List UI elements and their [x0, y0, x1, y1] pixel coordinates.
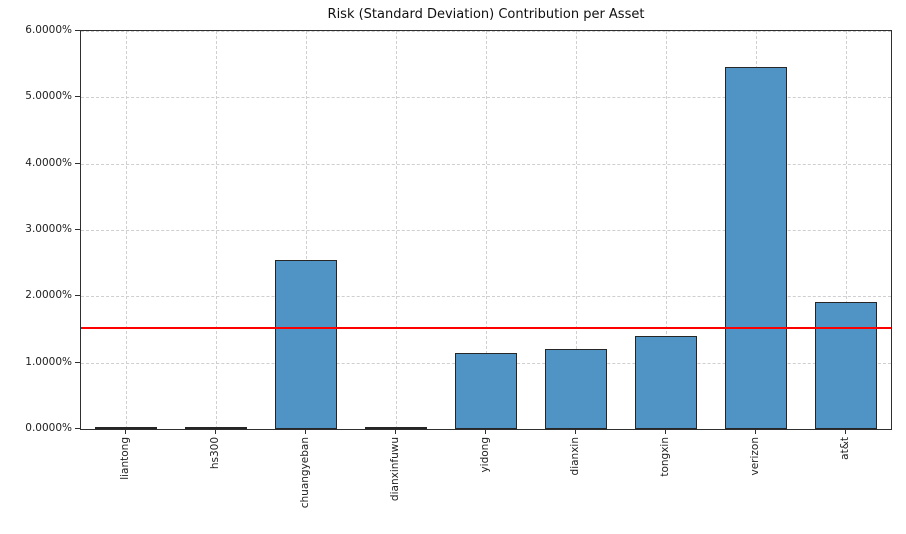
- v-gridline: [126, 31, 127, 429]
- x-tick-mark: [665, 429, 666, 434]
- y-tick-mark: [75, 229, 80, 230]
- y-tick-mark: [75, 162, 80, 164]
- y-tick-label: 4.0000%: [25, 156, 72, 169]
- x-tick-label-text: dianxinfuwu: [389, 437, 401, 502]
- v-gridline: [486, 31, 487, 429]
- bar-at&t: [815, 302, 877, 429]
- x-tick-mark: [125, 429, 126, 434]
- y-tick-label: 0.0000%: [25, 422, 72, 434]
- bar-chuangyeban: [275, 260, 337, 429]
- v-gridline: [576, 31, 577, 429]
- v-gridline: [666, 31, 667, 429]
- bar-liantong: [95, 427, 157, 429]
- x-tick-label-text: verizon: [749, 437, 761, 476]
- x-tick-label: yidong: [476, 437, 494, 473]
- x-tick-mark: [845, 429, 846, 434]
- x-tick-label: dianxinfuwu: [386, 437, 404, 501]
- y-tick-label: 1.0000%: [25, 355, 72, 368]
- x-tick-label: at&t: [836, 437, 854, 460]
- y-tick-mark: [75, 30, 80, 31]
- y-tick-label: 5.0000%: [25, 90, 72, 103]
- v-gridline: [306, 31, 307, 429]
- x-tick-mark: [575, 429, 576, 434]
- y-tick-label: 6.0000%: [25, 24, 72, 36]
- v-gridline: [216, 31, 217, 429]
- bar-dianxin: [545, 349, 607, 429]
- bar-yidong: [455, 353, 517, 429]
- x-tick-label: chuangyeban: [296, 437, 314, 508]
- x-tick-label-text: liantong: [119, 437, 131, 480]
- x-tick-mark: [485, 429, 486, 434]
- x-tick-label-text: hs300: [209, 437, 221, 470]
- y-tick-label: 3.0000%: [25, 223, 72, 235]
- x-tick-label-text: tongxin: [659, 437, 671, 477]
- y-tick-mark: [75, 361, 80, 363]
- x-tick-label: hs300: [206, 437, 224, 469]
- chart-title: Risk (Standard Deviation) Contribution p…: [327, 7, 645, 22]
- bar-tongxin: [635, 336, 697, 429]
- x-tick-mark: [755, 429, 756, 434]
- reference-line: [81, 327, 891, 329]
- y-tick-label: 2.0000%: [25, 289, 72, 302]
- x-tick-label: dianxin: [566, 437, 584, 475]
- bar-dianxinfuwu: [365, 427, 427, 429]
- x-tick-label: liantong: [116, 437, 134, 480]
- y-tick-mark: [75, 295, 80, 297]
- x-tick-mark: [215, 429, 216, 434]
- y-tick-mark: [75, 96, 80, 98]
- x-tick-mark: [305, 429, 306, 434]
- x-tick-label-text: at&t: [839, 437, 851, 460]
- x-tick-label-text: yidong: [479, 437, 491, 473]
- v-gridline: [846, 31, 847, 429]
- x-tick-label-text: chuangyeban: [299, 437, 311, 509]
- y-tick-mark: [75, 428, 80, 429]
- bar-hs300: [185, 427, 247, 429]
- bar-verizon: [725, 67, 787, 429]
- plot-area: [80, 30, 892, 430]
- v-gridline: [396, 31, 397, 429]
- x-tick-mark: [395, 429, 396, 434]
- x-tick-label: verizon: [746, 437, 764, 476]
- x-tick-label-text: dianxin: [569, 437, 581, 476]
- x-tick-label: tongxin: [656, 437, 674, 477]
